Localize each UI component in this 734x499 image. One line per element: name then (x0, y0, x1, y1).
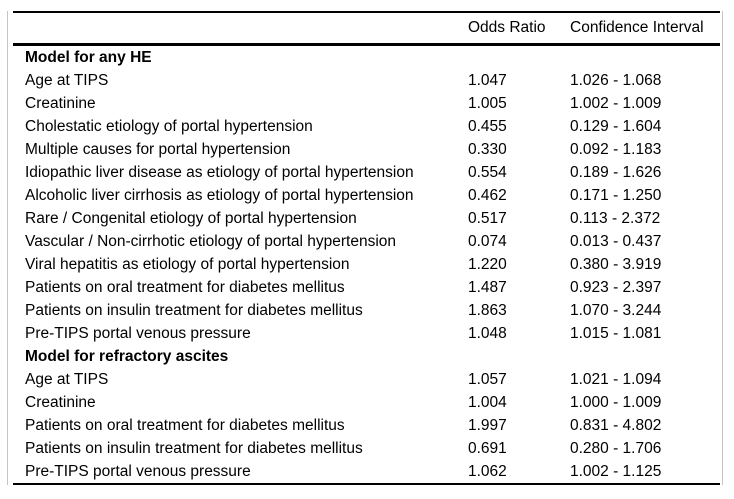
row-label: Patients on oral treatment for diabetes … (25, 278, 345, 296)
table-row: Patients on oral treatment for diabetes … (13, 276, 720, 299)
odds-ratio-value: 0.455 (468, 117, 507, 135)
row-label: Creatinine (25, 393, 96, 411)
column-header-empty (13, 12, 468, 46)
odds-ratio-value: 1.220 (468, 255, 507, 273)
confidence-interval-value: 0.092 - 1.183 (570, 140, 662, 158)
table-body: Model for any HE Age at TIPS 1.047 1.026… (13, 45, 720, 485)
odds-ratio-value: 1.487 (468, 278, 507, 296)
confidence-interval-value: 0.923 - 2.397 (570, 278, 662, 296)
odds-ratio-value: 1.047 (468, 71, 507, 89)
table-row: Age at TIPS 1.047 1.026 - 1.068 (13, 69, 720, 92)
row-label: Pre-TIPS portal venous pressure (25, 462, 251, 480)
row-label: Cholestatic etiology of portal hypertens… (25, 117, 313, 135)
odds-ratio-value: 1.863 (468, 301, 507, 319)
row-label: Rare / Congenital etiology of portal hyp… (25, 209, 357, 227)
confidence-interval-value: 0.280 - 1.706 (570, 439, 662, 457)
odds-ratio-value: 0.330 (468, 140, 507, 158)
column-header-confidence-interval: Confidence Interval (570, 12, 720, 46)
section-header: Model for refractory ascites (25, 347, 229, 365)
confidence-interval-value: 0.113 - 2.372 (570, 209, 661, 227)
row-label: Pre-TIPS portal venous pressure (25, 324, 251, 342)
confidence-interval-value: 1.000 - 1.009 (570, 393, 662, 411)
table-row: Creatinine 1.004 1.000 - 1.009 (13, 391, 720, 414)
table-row: Vascular / Non-cirrhotic etiology of por… (13, 230, 720, 253)
table-row: Patients on insulin treatment for diabet… (13, 299, 720, 322)
row-label: Alcoholic liver cirrhosis as etiology of… (25, 186, 414, 204)
odds-ratio-value: 1.057 (468, 370, 507, 388)
confidence-interval-value: 1.002 - 1.009 (570, 94, 662, 112)
row-label: Viral hepatitis as etiology of portal hy… (25, 255, 350, 273)
row-label: Age at TIPS (25, 370, 109, 388)
row-label: Patients on oral treatment for diabetes … (25, 416, 345, 434)
odds-ratio-value: 0.691 (468, 439, 507, 457)
row-label: Creatinine (25, 94, 96, 112)
column-header-odds-ratio: Odds Ratio (468, 12, 570, 46)
table-row: Multiple causes for portal hypertension … (13, 138, 720, 161)
table-row: Viral hepatitis as etiology of portal hy… (13, 253, 720, 276)
confidence-interval-value: 1.015 - 1.081 (570, 324, 662, 342)
table-row: Cholestatic etiology of portal hypertens… (13, 115, 720, 138)
odds-ratio-value: 1.004 (468, 393, 507, 411)
table-row: Patients on oral treatment for diabetes … (13, 414, 720, 437)
odds-ratio-value: 0.074 (468, 232, 507, 250)
table-row: Patients on insulin treatment for diabet… (13, 437, 720, 460)
confidence-interval-value: 0.380 - 3.919 (570, 255, 662, 273)
confidence-interval-value: 0.013 - 0.437 (570, 232, 662, 250)
row-label: Age at TIPS (25, 71, 109, 89)
row-label: Vascular / Non-cirrhotic etiology of por… (25, 232, 397, 250)
confidence-interval-value: 0.129 - 1.604 (570, 117, 662, 135)
row-label: Multiple causes for portal hypertension (25, 140, 291, 158)
table-row: Pre-TIPS portal venous pressure 1.062 1.… (13, 460, 720, 484)
odds-ratio-value: 0.517 (468, 209, 507, 227)
table-row: Rare / Congenital etiology of portal hyp… (13, 207, 720, 230)
odds-ratio-value: 1.048 (468, 324, 507, 342)
section-header: Model for any HE (25, 48, 152, 66)
table-frame: Odds Ratio Confidence Interval Model for… (7, 11, 723, 485)
table-row: Creatinine 1.005 1.002 - 1.009 (13, 92, 720, 115)
odds-ratio-value: 0.554 (468, 163, 507, 181)
row-label: Patients on insulin treatment for diabet… (25, 439, 363, 457)
section-header-row: Model for any HE (13, 45, 720, 70)
confidence-interval-value: 0.831 - 4.802 (570, 416, 662, 434)
table-row: Pre-TIPS portal venous pressure 1.048 1.… (13, 322, 720, 345)
table-row: Alcoholic liver cirrhosis as etiology of… (13, 184, 720, 207)
odds-ratio-table: Odds Ratio Confidence Interval Model for… (13, 11, 720, 485)
table-row: Age at TIPS 1.057 1.021 - 1.094 (13, 368, 720, 391)
confidence-interval-value: 1.021 - 1.094 (570, 370, 662, 388)
confidence-interval-value: 1.070 - 3.244 (570, 301, 662, 319)
row-label: Idiopathic liver disease as etiology of … (25, 163, 414, 181)
header-row: Odds Ratio Confidence Interval (13, 12, 720, 46)
confidence-interval-value: 0.189 - 1.626 (570, 163, 662, 181)
confidence-interval-value: 1.002 - 1.125 (570, 462, 662, 480)
odds-ratio-value: 0.462 (468, 186, 507, 204)
odds-ratio-value: 1.005 (468, 94, 507, 112)
table-row: Idiopathic liver disease as etiology of … (13, 161, 720, 184)
confidence-interval-value: 0.171 - 1.250 (570, 186, 662, 204)
row-label: Patients on insulin treatment for diabet… (25, 301, 363, 319)
odds-ratio-value: 1.062 (468, 462, 507, 480)
table-header: Odds Ratio Confidence Interval (13, 12, 720, 46)
odds-ratio-value: 1.997 (468, 416, 507, 434)
section-header-row: Model for refractory ascites (13, 345, 720, 368)
confidence-interval-value: 1.026 - 1.068 (570, 71, 662, 89)
